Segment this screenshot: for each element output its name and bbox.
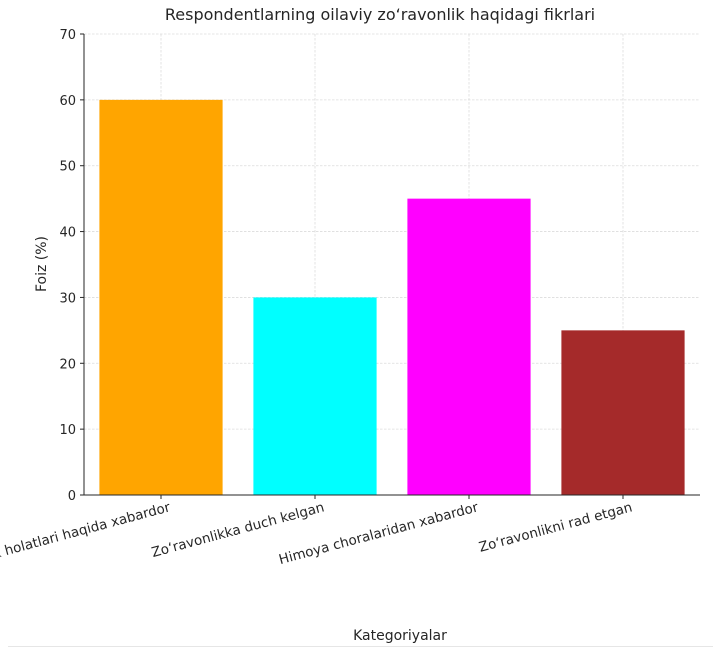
y-tick-label: 60 <box>59 94 76 109</box>
x-tick-label: Zo‘ravonlikni rad etgan <box>477 499 634 555</box>
y-tick-label: 10 <box>59 423 76 438</box>
bar-1 <box>99 99 223 495</box>
y-tick-label: 50 <box>59 160 76 175</box>
bottom-divider <box>8 646 713 647</box>
y-tick-label: 70 <box>59 28 76 43</box>
y-tick-label: 20 <box>59 357 76 372</box>
axes-layer <box>80 33 700 499</box>
bar-3 <box>407 198 531 495</box>
bar-4 <box>561 330 685 495</box>
chart-title: Respondentlarning oilaviy zo‘ravonlik ha… <box>165 5 595 24</box>
y-tick-label: 0 <box>68 489 76 504</box>
x-tick-label: Zo‘ravonlik holatlari haqida xabardor <box>0 499 172 579</box>
y-tick-label: 30 <box>59 291 76 306</box>
bars-layer <box>99 99 685 495</box>
bar-2 <box>253 297 377 495</box>
y-axis-label: Foiz (%) <box>34 236 50 292</box>
x-axis-label: Kategoriyalar <box>353 628 447 644</box>
y-tick-label: 40 <box>59 226 76 241</box>
